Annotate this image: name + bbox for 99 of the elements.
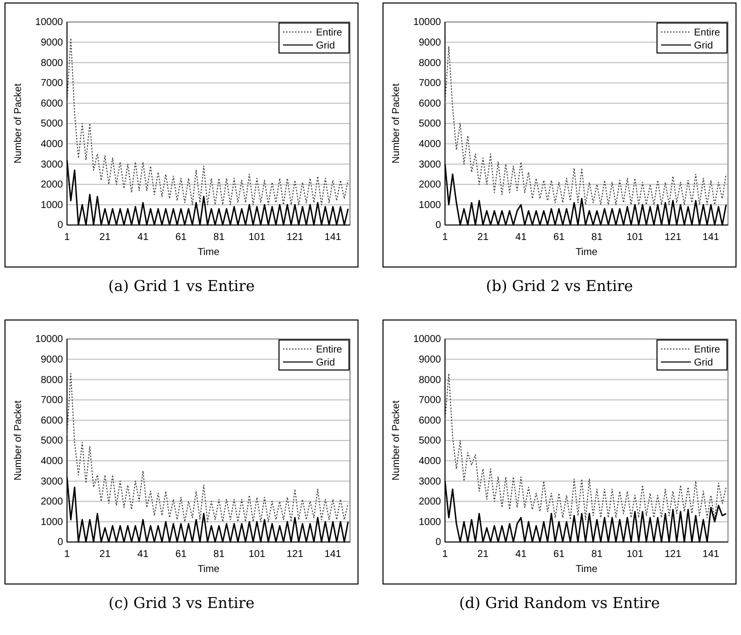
x-tick-label: 61 — [175, 549, 187, 560]
y-axis-title: Number of Packet — [13, 400, 24, 481]
legend-label: Grid — [316, 40, 335, 52]
y-axis-title: Number of Packet — [13, 83, 24, 164]
x-tick-label: 21 — [99, 232, 111, 244]
x-tick-label: 61 — [553, 232, 565, 244]
y-tick-label: 6000 — [418, 415, 442, 426]
x-tick-label: 101 — [626, 232, 644, 244]
legend-label: Entire — [316, 28, 343, 38]
y-tick-label: 9000 — [418, 354, 442, 366]
y-tick-label: 3000 — [40, 159, 64, 170]
x-tick-label: 41 — [137, 549, 149, 560]
x-tick-label: 101 — [248, 549, 266, 560]
x-tick-label: 121 — [664, 232, 682, 244]
x-tick-label: 1 — [64, 549, 70, 560]
x-tick-label: 1 — [442, 549, 448, 560]
legend-label: Grid — [694, 40, 713, 52]
x-tick-label: 121 — [286, 549, 304, 560]
y-tick-label: 5000 — [40, 436, 64, 447]
y-tick-label: 7000 — [418, 78, 442, 90]
line-series — [66, 38, 349, 206]
y-tick-label: 1000 — [418, 516, 442, 528]
legend-label: Grid — [694, 358, 713, 368]
x-tick-label: 21 — [477, 549, 489, 560]
y-tick-label: 1000 — [40, 516, 64, 528]
x-tick-label: 141 — [702, 232, 720, 244]
y-tick-label: 0 — [435, 537, 442, 548]
y-tick-label: 0 — [435, 220, 442, 232]
y-tick-label: 5000 — [418, 118, 442, 130]
y-tick-label: 10000 — [35, 17, 64, 28]
x-tick-label: 21 — [99, 549, 111, 560]
line-series — [66, 373, 349, 522]
y-tick-label: 7000 — [418, 395, 442, 406]
y-tick-label: 7000 — [40, 395, 64, 406]
y-tick-label: 10000 — [413, 334, 442, 346]
x-tick-label: 101 — [248, 232, 266, 244]
x-tick-label: 41 — [515, 232, 527, 244]
y-tick-label: 9000 — [40, 354, 64, 366]
y-tick-label: 4000 — [418, 456, 442, 467]
y-tick-label: 2000 — [40, 496, 64, 508]
y-tick-label: 6000 — [40, 98, 64, 110]
y-tick-label: 3000 — [40, 476, 64, 488]
x-tick-label: 121 — [664, 549, 682, 560]
y-tick-label: 2000 — [40, 180, 64, 191]
x-axis-title: Time — [198, 247, 220, 258]
y-tick-label: 4000 — [40, 456, 64, 467]
y-tick-label: 6000 — [418, 98, 442, 110]
x-tick-label: 81 — [591, 232, 603, 244]
x-axis-title: Time — [576, 247, 598, 258]
y-tick-label: 10000 — [413, 17, 442, 28]
text: (d) Grid Random vs Entire — [459, 594, 660, 612]
y-axis-title: Number of Packet — [391, 400, 402, 481]
y-tick-label: 8000 — [40, 374, 64, 386]
y-tick-label: 6000 — [40, 415, 64, 426]
text: (b) Grid 2 vs Entire — [486, 277, 634, 295]
x-tick-label: 101 — [626, 549, 644, 560]
y-tick-label: 7000 — [40, 78, 64, 90]
y-tick-label: 8000 — [418, 374, 442, 386]
legend-label: Entire — [694, 344, 721, 356]
x-tick-label: 81 — [591, 549, 603, 560]
x-tick-label: 81 — [213, 232, 225, 244]
x-axis-title: Time — [576, 564, 598, 575]
y-tick-label: 0 — [57, 220, 64, 232]
y-tick-label: 5000 — [418, 436, 442, 447]
x-tick-label: 41 — [137, 232, 149, 244]
x-tick-label: 1 — [442, 232, 448, 244]
y-axis-title: Number of Packet — [391, 83, 402, 164]
y-tick-label: 9000 — [418, 38, 442, 48]
x-tick-label: 141 — [324, 549, 342, 560]
text: (c) Grid 3 vs Entire — [108, 594, 255, 612]
x-tick-label: 61 — [175, 232, 187, 244]
y-tick-label: 10000 — [35, 334, 64, 346]
legend-label: Entire — [694, 28, 721, 38]
y-tick-label: 2000 — [418, 496, 442, 508]
y-tick-label: 4000 — [418, 139, 442, 150]
x-tick-label: 141 — [702, 549, 720, 560]
y-tick-label: 2000 — [418, 180, 442, 191]
y-tick-label: 3000 — [418, 476, 442, 488]
y-tick-label: 9000 — [40, 38, 64, 48]
legend-label: Grid — [316, 358, 335, 368]
x-tick-label: 81 — [213, 549, 225, 560]
line-series — [444, 373, 727, 520]
y-tick-label: 1000 — [40, 200, 64, 211]
x-axis-title: Time — [198, 564, 220, 575]
y-tick-label: 8000 — [418, 58, 442, 69]
x-tick-label: 141 — [324, 232, 342, 244]
x-tick-label: 61 — [553, 549, 565, 560]
x-tick-label: 1 — [64, 232, 70, 244]
x-tick-label: 41 — [515, 549, 527, 560]
x-tick-label: 121 — [286, 232, 304, 244]
legend-label: Entire — [316, 344, 343, 356]
y-tick-label: 5000 — [40, 118, 64, 130]
x-tick-label: 21 — [477, 232, 489, 244]
y-tick-label: 3000 — [418, 159, 442, 170]
y-tick-label: 8000 — [40, 58, 64, 69]
text: (a) Grid 1 vs Entire — [108, 277, 255, 295]
y-tick-label: 0 — [57, 537, 64, 548]
y-tick-label: 1000 — [418, 200, 442, 211]
y-tick-label: 4000 — [40, 139, 64, 150]
